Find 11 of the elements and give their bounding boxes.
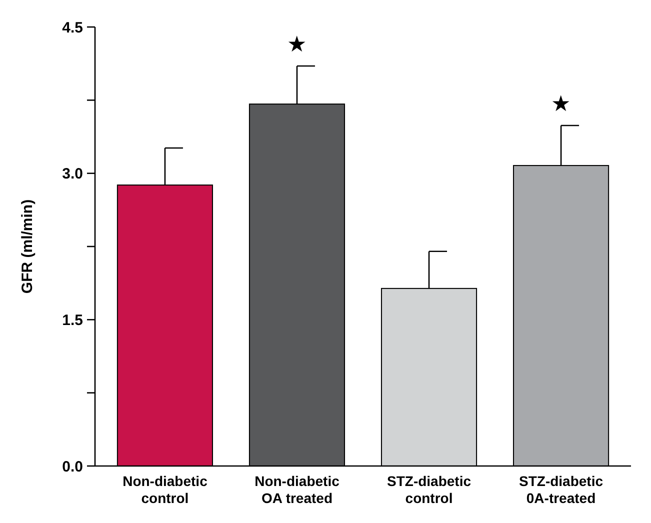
annotation: ★ — [551, 91, 572, 116]
y-axis-title: GFR (ml/min) — [19, 199, 36, 294]
x-tick-label: Non-diabetic control — [122, 473, 208, 506]
y-tick-label: 1.5 — [62, 312, 83, 329]
x-tick-label: STZ-diabetic 0A-treated — [519, 473, 604, 506]
y-tick-label: 3.0 — [62, 166, 83, 183]
x-tick-label: STZ-diabetic control — [387, 473, 472, 506]
y-tick-label: 0.0 — [62, 458, 83, 476]
x-tick-label: Non-diabetic OA treated — [254, 473, 340, 506]
annotation: ★ — [286, 32, 307, 57]
y-tick-label: 4.5 — [62, 19, 83, 36]
